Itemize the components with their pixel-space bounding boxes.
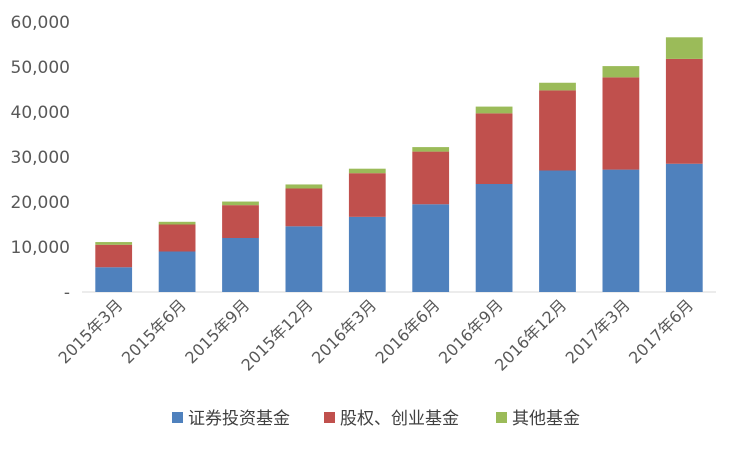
- bar-segment-series2-cat9: [665, 37, 703, 59]
- bar-segment-series2-cat0: [95, 242, 133, 245]
- x-tick-label: 2017年3月: [562, 295, 634, 367]
- bar-segment-series1-cat6: [475, 113, 513, 184]
- y-tick-label: 50,000: [11, 58, 70, 78]
- x-tick-label: 2015年3月: [54, 295, 126, 367]
- legend-swatch: [496, 412, 507, 423]
- x-axis-ticks: 2015年3月2015年6月2015年9月2015年12月2016年3月2016…: [54, 295, 697, 374]
- bar-segment-series2-cat8: [602, 66, 640, 78]
- y-tick-label: 20,000: [11, 193, 70, 213]
- bar-segment-series1-cat7: [539, 90, 576, 171]
- bar-segment-series0-cat9: [665, 163, 703, 292]
- bar-segment-series1-cat2: [222, 205, 259, 238]
- bars-group: [95, 37, 703, 292]
- bar-segment-series0-cat0: [95, 267, 133, 292]
- y-tick-label: -: [64, 283, 70, 303]
- legend-label: 证券投资基金: [188, 409, 290, 429]
- legend-swatch: [172, 412, 183, 423]
- x-tick-label: 2016年6月: [371, 295, 443, 367]
- y-tick-label: 30,000: [11, 148, 70, 168]
- y-tick-label: 60,000: [11, 13, 70, 33]
- legend-label: 股权、创业基金: [340, 409, 459, 429]
- bar-segment-series1-cat1: [158, 224, 196, 252]
- bar-segment-series1-cat0: [95, 244, 133, 268]
- legend: 证券投资基金 股权、创业基金 其他基金: [172, 409, 580, 429]
- y-tick-label: 10,000: [11, 238, 70, 258]
- x-tick-label: 2016年3月: [308, 295, 380, 367]
- bar-segment-series1-cat9: [665, 58, 703, 164]
- y-axis-ticks: - 10,000 20,000 30,000 40,000 50,000 60,000: [11, 13, 70, 303]
- x-tick-label: 2015年6月: [118, 295, 190, 367]
- bar-segment-series1-cat4: [348, 173, 386, 217]
- bar-segment-series2-cat6: [475, 106, 513, 114]
- x-tick-label: 2017年6月: [625, 295, 697, 367]
- bar-segment-series1-cat8: [602, 77, 640, 170]
- legend-swatch: [324, 412, 335, 423]
- bar-segment-series2-cat2: [222, 201, 259, 206]
- bar-segment-series0-cat7: [539, 170, 576, 292]
- bar-segment-series2-cat7: [539, 82, 576, 91]
- bar-segment-series1-cat3: [285, 188, 323, 227]
- bar-segment-series0-cat8: [602, 169, 640, 292]
- bar-segment-series2-cat1: [158, 221, 196, 225]
- bar-segment-series1-cat5: [412, 151, 450, 205]
- bar-segment-series2-cat4: [348, 168, 386, 174]
- bar-segment-series0-cat1: [158, 251, 196, 292]
- bar-segment-series0-cat6: [475, 184, 513, 292]
- bar-segment-series0-cat2: [222, 238, 259, 292]
- legend-label: 其他基金: [512, 409, 580, 429]
- bar-segment-series2-cat5: [412, 147, 450, 152]
- bar-segment-series0-cat3: [285, 226, 323, 292]
- bar-segment-series0-cat5: [412, 204, 450, 292]
- bar-segment-series2-cat3: [285, 184, 323, 189]
- bar-segment-series0-cat4: [348, 216, 386, 292]
- y-tick-label: 40,000: [11, 103, 70, 123]
